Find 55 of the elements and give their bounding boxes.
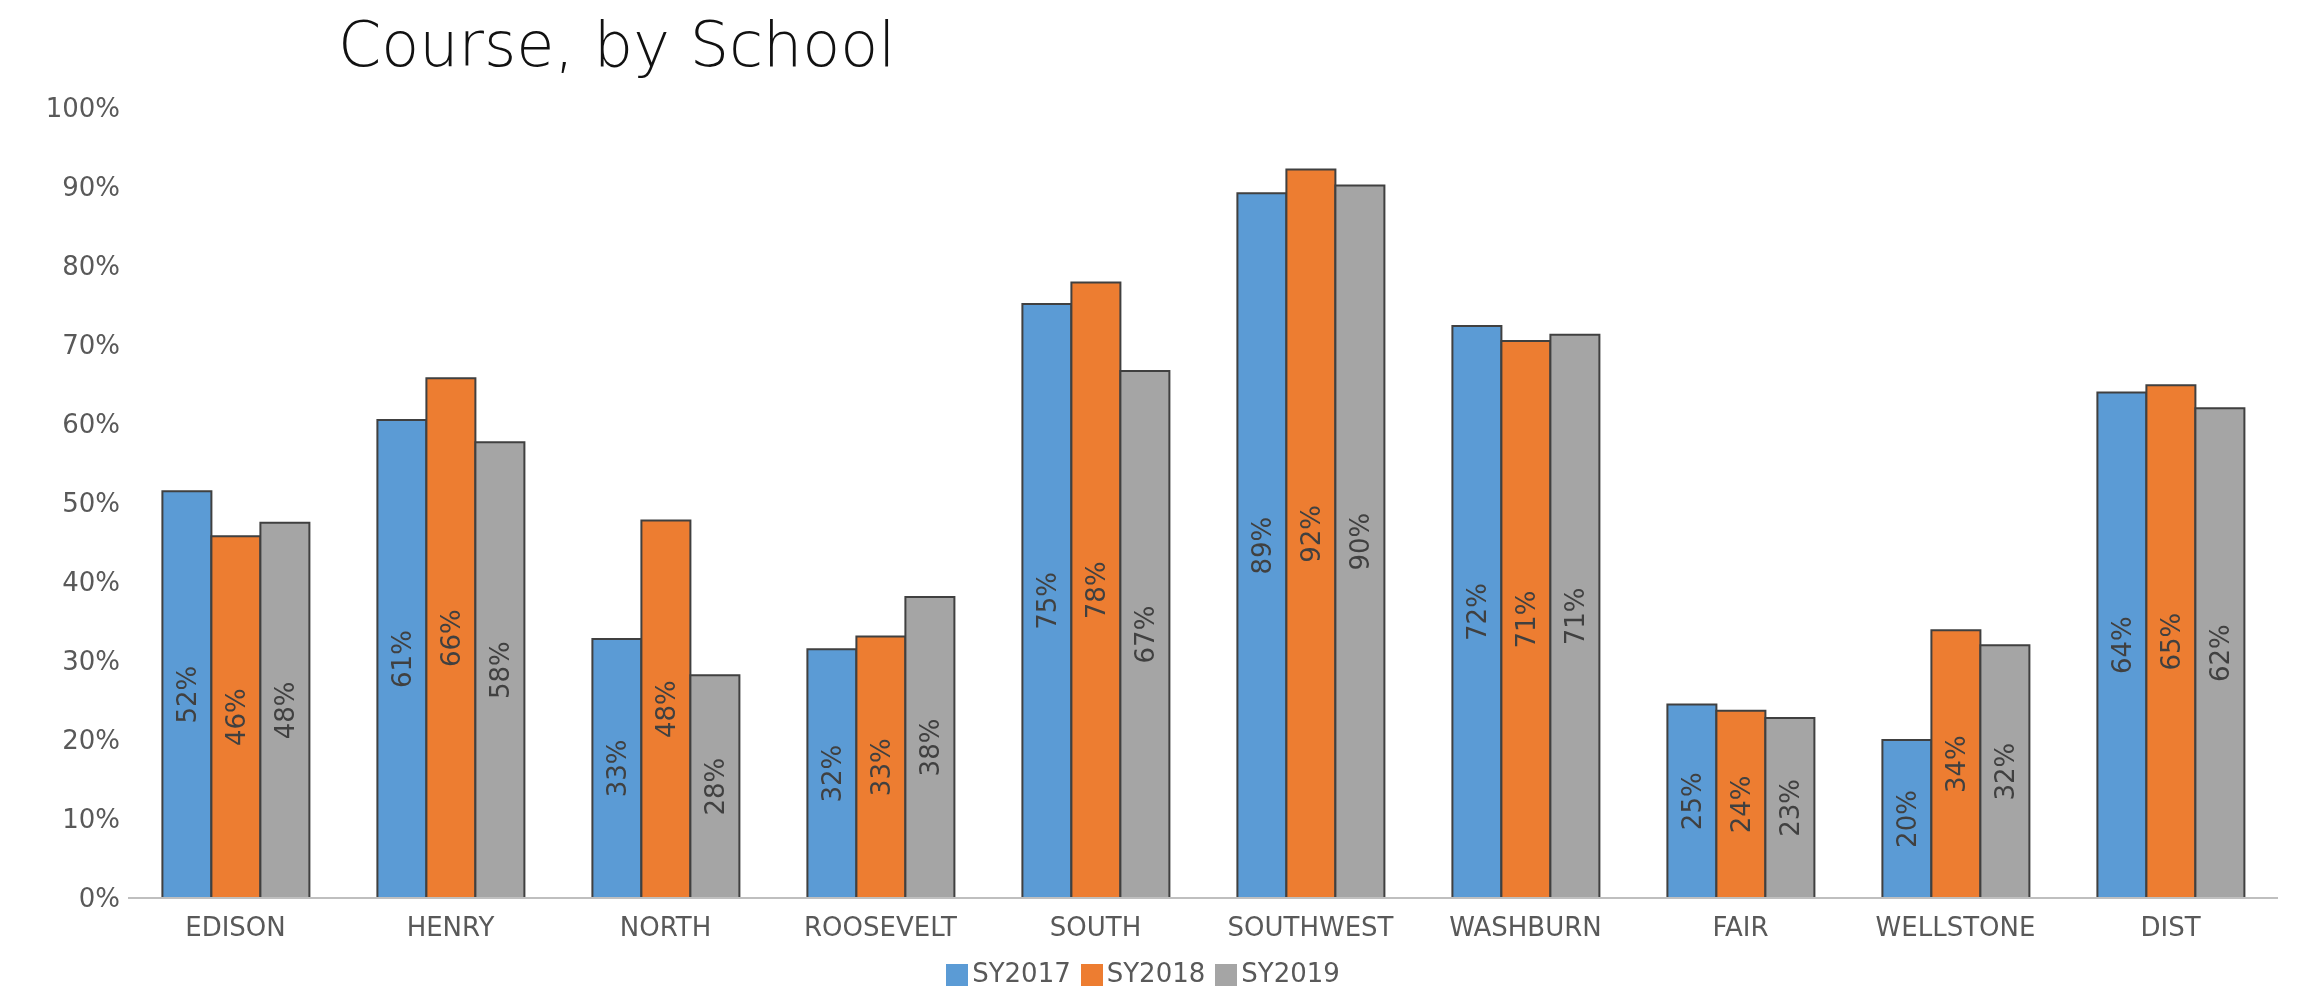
x-tick-label: SOUTHWEST — [1227, 912, 1394, 943]
data-label: 65% — [2155, 612, 2186, 671]
data-label: 20% — [1891, 790, 1922, 848]
data-label: 33% — [601, 739, 632, 798]
x-tick-label: HENRY — [406, 912, 495, 943]
legend-label: SY2018 — [1106, 958, 1206, 988]
x-tick-label: WELLSTONE — [1875, 912, 2036, 943]
y-tick-label: 30% — [62, 646, 120, 677]
y-tick-label: 50% — [62, 488, 120, 519]
data-label: 46% — [220, 688, 251, 746]
data-label: 32% — [816, 744, 847, 803]
data-label: 89% — [1246, 516, 1277, 575]
x-tick-label: SOUTH — [1049, 912, 1142, 943]
chart-title: Course, by School — [338, 8, 896, 81]
y-tick-label: 20% — [62, 725, 120, 756]
x-tick-label: WASHBURN — [1449, 912, 1602, 943]
data-label: 71% — [1559, 587, 1590, 646]
data-label: 75% — [1031, 572, 1062, 630]
data-label: 62% — [2204, 624, 2235, 682]
data-label: 64% — [2106, 616, 2137, 675]
y-tick-label: 100% — [45, 93, 120, 124]
data-label: 48% — [650, 680, 681, 739]
data-label: 58% — [484, 641, 515, 699]
data-label: 34% — [1940, 735, 1971, 793]
data-label: 92% — [1295, 504, 1326, 563]
y-tick-label: 90% — [62, 172, 120, 203]
data-label: 78% — [1080, 561, 1111, 620]
y-tick-label: 40% — [62, 567, 120, 598]
data-label: 52% — [171, 665, 202, 724]
y-tick-label: 10% — [62, 804, 120, 835]
data-label: 66% — [435, 609, 466, 667]
x-tick-label: NORTH — [619, 912, 712, 943]
data-label: 90% — [1344, 512, 1375, 571]
legend-label: SY2019 — [1241, 958, 1340, 988]
data-label: 48% — [269, 681, 300, 740]
y-tick-label: 80% — [62, 251, 120, 282]
data-label: 72% — [1461, 583, 1492, 641]
x-tick-label: DIST — [2140, 912, 2201, 943]
data-label: 61% — [386, 630, 417, 688]
x-tick-label: EDISON — [185, 912, 286, 943]
legend-label: SY2017 — [972, 958, 1071, 988]
data-label: 28% — [699, 757, 730, 816]
y-tick-label: 0% — [78, 883, 120, 914]
data-label: 24% — [1725, 775, 1756, 834]
y-tick-label: 70% — [62, 330, 120, 361]
data-label: 23% — [1774, 779, 1805, 837]
x-tick-label: ROOSEVELT — [804, 912, 958, 943]
data-label: 71% — [1510, 590, 1541, 649]
data-label: 33% — [865, 738, 896, 797]
data-label: 38% — [914, 718, 945, 777]
y-tick-label: 60% — [62, 409, 120, 440]
data-label: 25% — [1676, 772, 1707, 831]
data-label: 32% — [1989, 742, 2020, 801]
x-tick-label: FAIR — [1712, 912, 1769, 943]
data-label: 67% — [1129, 605, 1160, 664]
